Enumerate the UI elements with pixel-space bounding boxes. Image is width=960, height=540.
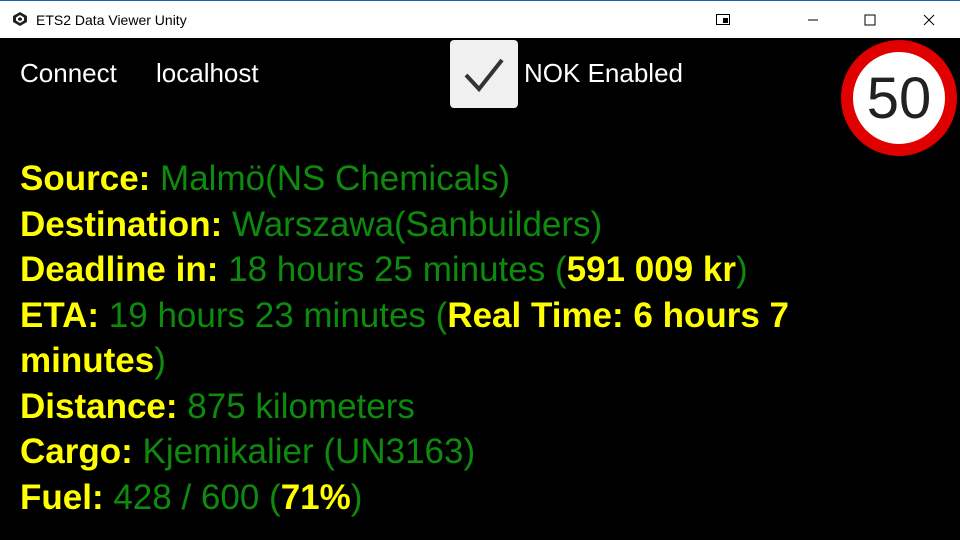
distance-line: Distance: 875 kilometers <box>20 384 920 430</box>
fuel-close: ) <box>350 477 363 517</box>
main-content: Connect localhost NOK Enabled 50 Source:… <box>0 38 960 540</box>
snap-icon <box>716 13 730 25</box>
cargo-line: Cargo: Kjemikalier (UN3163) <box>20 429 920 475</box>
deadline-reward: 591 009 kr <box>566 250 736 289</box>
destination-label: Destination: <box>20 204 223 244</box>
source-value: Malmö(NS Chemicals) <box>160 159 511 198</box>
eta-label: ETA: <box>20 295 100 335</box>
snap-button[interactable] <box>694 1 752 38</box>
deadline-label: Deadline in: <box>20 250 219 289</box>
nok-checkbox[interactable] <box>450 40 518 108</box>
fuel-line: Fuel: 428 / 600 (71%) <box>20 475 920 521</box>
eta-line: ETA: 19 hours 23 minutes (Real Time: 6 h… <box>20 293 920 384</box>
maximize-button[interactable] <box>841 1 899 38</box>
fuel-value: 428 / 600 ( <box>113 477 281 517</box>
deadline-value: 18 hours 25 minutes ( <box>228 250 567 289</box>
connect-button[interactable]: Connect <box>20 58 117 88</box>
fuel-label: Fuel: <box>20 477 104 517</box>
unity-icon <box>13 12 27 26</box>
host-input[interactable]: localhost <box>156 58 259 88</box>
close-button[interactable] <box>900 1 958 38</box>
deadline-close: ) <box>735 250 748 289</box>
cargo-value: Kjemikalier (UN3163) <box>142 432 476 471</box>
source-label: Source: <box>20 159 151 198</box>
checkmark-icon <box>464 58 504 93</box>
distance-value: 875 kilometers <box>187 386 415 426</box>
deadline-line: Deadline in: 18 hours 25 minutes (591 00… <box>20 247 920 293</box>
eta-value: 19 hours 23 minutes ( <box>108 295 448 335</box>
window-title: ETS2 Data Viewer Unity <box>36 12 187 28</box>
eta-real-time: Real Time: 6 hours 7 minutes <box>20 295 790 381</box>
distance-label: Distance: <box>20 386 178 426</box>
cargo-label: Cargo: <box>20 432 133 471</box>
close-icon <box>923 14 935 25</box>
destination-line: Destination: Warszawa(Sanbuilders) <box>20 202 920 248</box>
speed-limit-value: 50 <box>867 66 932 131</box>
fuel-percent: 71% <box>280 477 351 517</box>
minimize-button[interactable] <box>784 1 842 38</box>
eta-close: ) <box>154 341 166 380</box>
maximize-icon <box>864 14 876 25</box>
destination-value: Warszawa(Sanbuilders) <box>231 204 603 244</box>
minimize-icon <box>808 19 818 20</box>
nok-label: NOK Enabled <box>524 58 683 88</box>
speed-limit-sign: 50 <box>841 40 957 156</box>
job-info: Source: Malmö(NS Chemicals) Destination:… <box>20 156 920 520</box>
title-bar: ETS2 Data Viewer Unity <box>0 0 960 38</box>
source-line: Source: Malmö(NS Chemicals) <box>20 156 920 202</box>
